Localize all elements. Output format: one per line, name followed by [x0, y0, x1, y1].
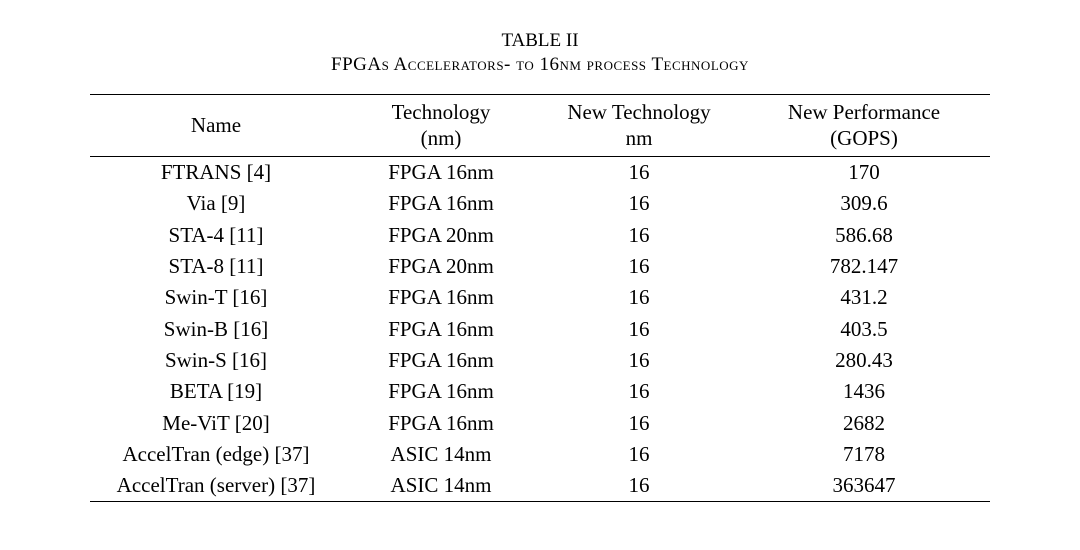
cell-newtech: 16	[540, 282, 738, 313]
table-row: AccelTran (edge) [37]ASIC 14nm167178	[90, 439, 990, 470]
cell-newtech: 16	[540, 376, 738, 407]
cell-tech: FPGA 16nm	[342, 156, 540, 188]
col-header-new-performance-line2: (GOPS)	[830, 126, 898, 150]
cell-tech: FPGA 20nm	[342, 219, 540, 250]
cell-name: Via [9]	[90, 188, 342, 219]
cell-name: FTRANS [4]	[90, 156, 342, 188]
cell-perf: 431.2	[738, 282, 990, 313]
table-row: FTRANS [4]FPGA 16nm16170	[90, 156, 990, 188]
table-row: Swin-S [16]FPGA 16nm16280.43	[90, 345, 990, 376]
cell-name: Me-ViT [20]	[90, 407, 342, 438]
fpga-accelerators-table: Name Technology (nm) New Technology nm N…	[90, 94, 990, 502]
col-header-new-performance-line1: New Performance	[788, 100, 940, 124]
cell-perf: 280.43	[738, 345, 990, 376]
cell-name: Swin-T [16]	[90, 282, 342, 313]
cell-newtech: 16	[540, 470, 738, 502]
table-row: Me-ViT [20]FPGA 16nm162682	[90, 407, 990, 438]
table-caption: TABLE II	[90, 30, 990, 52]
table-row: STA-8 [11]FPGA 20nm16782.147	[90, 251, 990, 282]
cell-newtech: 16	[540, 219, 738, 250]
cell-newtech: 16	[540, 156, 738, 188]
cell-newtech: 16	[540, 439, 738, 470]
col-header-technology: Technology (nm)	[342, 95, 540, 157]
cell-perf: 170	[738, 156, 990, 188]
table-title: FPGAs Accelerators- to 16nm process Tech…	[90, 54, 990, 76]
cell-tech: ASIC 14nm	[342, 470, 540, 502]
col-header-new-performance: New Performance (GOPS)	[738, 95, 990, 157]
cell-name: STA-8 [11]	[90, 251, 342, 282]
cell-tech: FPGA 16nm	[342, 376, 540, 407]
cell-perf: 2682	[738, 407, 990, 438]
cell-perf: 1436	[738, 376, 990, 407]
cell-perf: 363647	[738, 470, 990, 502]
col-header-new-technology-line2: nm	[626, 126, 653, 150]
col-header-new-technology-line1: New Technology	[567, 100, 710, 124]
cell-perf: 309.6	[738, 188, 990, 219]
cell-newtech: 16	[540, 251, 738, 282]
table-row: Swin-T [16]FPGA 16nm16431.2	[90, 282, 990, 313]
cell-perf: 403.5	[738, 313, 990, 344]
col-header-name-line1: Name	[191, 113, 241, 137]
table-row: BETA [19]FPGA 16nm161436	[90, 376, 990, 407]
col-header-technology-line1: Technology	[392, 100, 491, 124]
col-header-new-technology: New Technology nm	[540, 95, 738, 157]
table-row: AccelTran (server) [37]ASIC 14nm16363647	[90, 470, 990, 502]
cell-perf: 586.68	[738, 219, 990, 250]
cell-name: Swin-S [16]	[90, 345, 342, 376]
cell-name: AccelTran (server) [37]	[90, 470, 342, 502]
col-header-technology-line2: (nm)	[421, 126, 462, 150]
cell-tech: FPGA 16nm	[342, 345, 540, 376]
table-body: FTRANS [4]FPGA 16nm16170Via [9]FPGA 16nm…	[90, 156, 990, 502]
cell-tech: ASIC 14nm	[342, 439, 540, 470]
cell-name: BETA [19]	[90, 376, 342, 407]
cell-name: AccelTran (edge) [37]	[90, 439, 342, 470]
cell-newtech: 16	[540, 313, 738, 344]
cell-perf: 782.147	[738, 251, 990, 282]
cell-tech: FPGA 16nm	[342, 188, 540, 219]
cell-newtech: 16	[540, 188, 738, 219]
table-row: Via [9]FPGA 16nm16309.6	[90, 188, 990, 219]
cell-tech: FPGA 16nm	[342, 282, 540, 313]
table-header-row: Name Technology (nm) New Technology nm N…	[90, 95, 990, 157]
cell-newtech: 16	[540, 407, 738, 438]
table-row: Swin-B [16]FPGA 16nm16403.5	[90, 313, 990, 344]
cell-newtech: 16	[540, 345, 738, 376]
cell-name: Swin-B [16]	[90, 313, 342, 344]
table-row: STA-4 [11]FPGA 20nm16586.68	[90, 219, 990, 250]
cell-tech: FPGA 16nm	[342, 313, 540, 344]
cell-tech: FPGA 20nm	[342, 251, 540, 282]
cell-name: STA-4 [11]	[90, 219, 342, 250]
col-header-name: Name	[90, 95, 342, 157]
cell-tech: FPGA 16nm	[342, 407, 540, 438]
cell-perf: 7178	[738, 439, 990, 470]
